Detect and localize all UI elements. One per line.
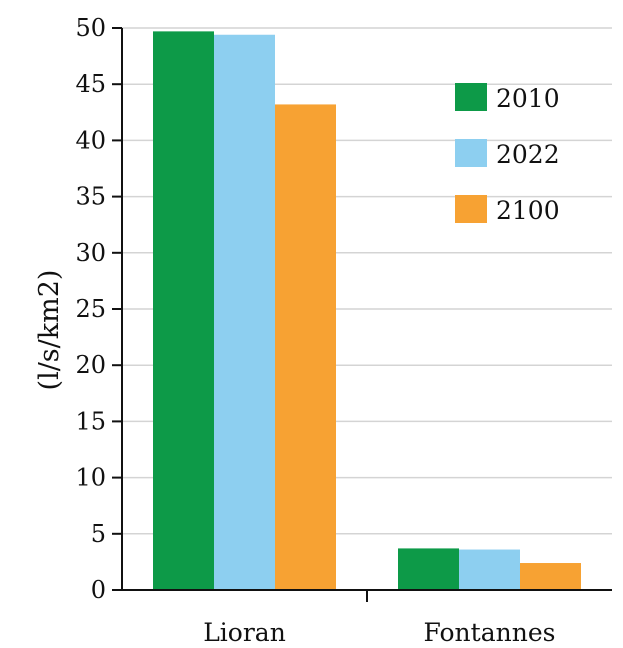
y-tick-label: 15 xyxy=(75,407,106,435)
y-tick-label: 50 xyxy=(75,14,106,42)
bar-fontannes-2100 xyxy=(520,563,581,590)
y-axis-ticks: 0 5 10 15 20 25 30 35 40 45 50 xyxy=(75,14,122,604)
y-tick-label: 40 xyxy=(75,126,106,154)
legend-swatch-2022 xyxy=(455,139,487,167)
x-category-label: Fontannes xyxy=(424,618,556,647)
y-axis-title: (l/s/km2) xyxy=(34,270,65,391)
y-tick-label: 5 xyxy=(91,520,106,548)
legend-swatch-2010 xyxy=(455,83,487,111)
y-tick-label: 30 xyxy=(75,239,106,267)
bar-lioran-2022 xyxy=(214,34,275,590)
legend-label-2010: 2010 xyxy=(496,84,560,113)
bar-fontannes-2010 xyxy=(398,548,459,590)
y-tick-label: 10 xyxy=(75,464,106,492)
x-axis-labels: Lioran Fontannes xyxy=(203,590,555,647)
legend-label-2022: 2022 xyxy=(496,140,560,169)
y-tick-label: 35 xyxy=(75,183,106,211)
bar-lioran-2010 xyxy=(153,31,214,590)
y-tick-label: 45 xyxy=(75,70,106,98)
axes xyxy=(112,28,612,591)
bar-fontannes-2022 xyxy=(459,549,520,590)
bars xyxy=(153,31,581,590)
y-tick-label: 20 xyxy=(75,351,106,379)
legend: 2010 2022 2100 xyxy=(455,83,560,225)
legend-label-2100: 2100 xyxy=(496,196,560,225)
y-tick-label: 0 xyxy=(91,576,106,604)
y-tick-label: 25 xyxy=(75,295,106,323)
legend-swatch-2100 xyxy=(455,195,487,223)
x-category-label: Lioran xyxy=(203,618,286,647)
bar-lioran-2100 xyxy=(275,104,336,590)
